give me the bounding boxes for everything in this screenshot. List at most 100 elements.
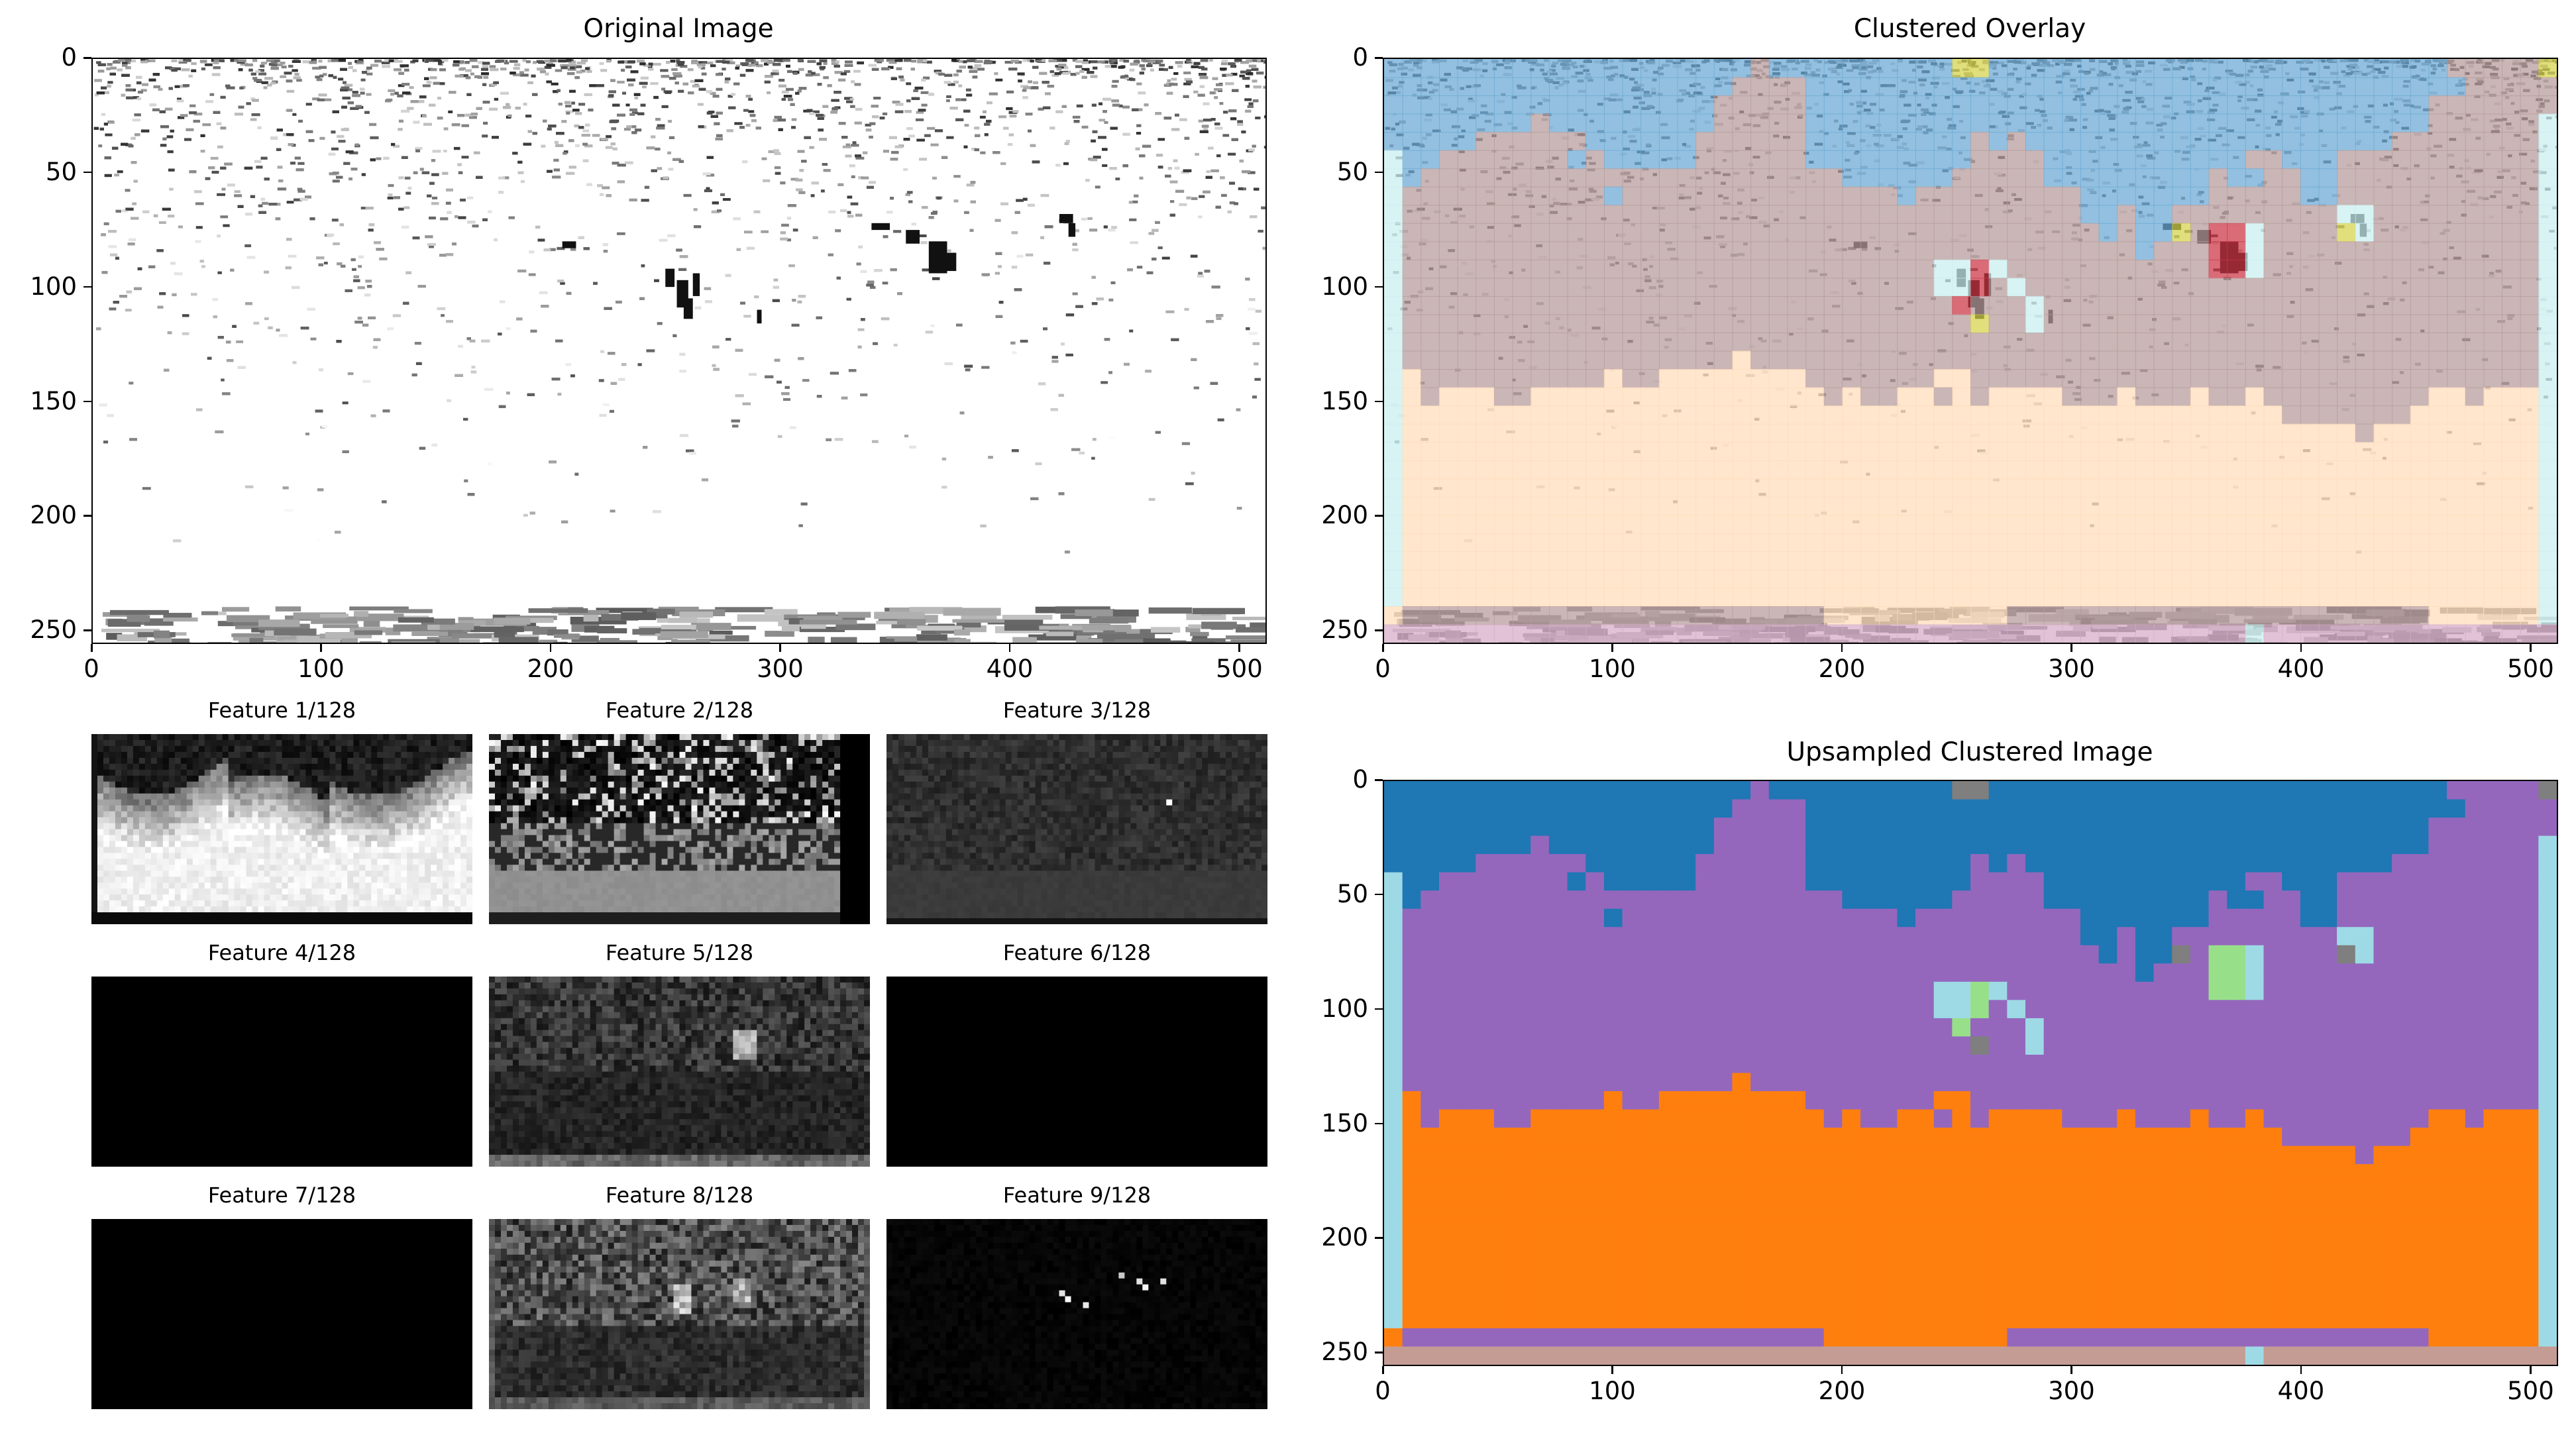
noise-speck bbox=[226, 359, 234, 362]
noise-speck bbox=[974, 148, 979, 152]
noise-speck bbox=[773, 286, 780, 289]
noise-speck bbox=[781, 97, 786, 101]
noise-speck bbox=[354, 321, 363, 324]
noise-speck bbox=[545, 72, 549, 76]
noise-speck bbox=[553, 168, 560, 172]
noise-speck bbox=[114, 174, 120, 177]
noise-speck bbox=[189, 104, 196, 107]
noise-speck bbox=[347, 101, 354, 105]
noise-speck bbox=[778, 128, 783, 131]
noise-speck bbox=[746, 246, 755, 250]
noise-speck bbox=[445, 201, 451, 205]
noise-speck bbox=[404, 68, 409, 72]
noise-speck bbox=[131, 217, 139, 220]
noise-speck bbox=[657, 322, 663, 325]
noise-speck bbox=[1004, 60, 1013, 64]
noise-speck bbox=[1159, 64, 1165, 67]
noise-speck bbox=[953, 175, 961, 178]
noise-speck bbox=[1198, 272, 1203, 275]
noise-speck bbox=[981, 366, 990, 369]
noise-speck bbox=[1198, 119, 1204, 123]
noise-speck bbox=[284, 72, 292, 75]
noise-speck bbox=[972, 76, 978, 79]
original-image-plot bbox=[91, 58, 1267, 644]
noise-speck bbox=[529, 511, 535, 515]
noise-speck bbox=[280, 75, 287, 78]
noise-speck bbox=[1022, 96, 1028, 99]
noise-speck bbox=[260, 62, 268, 65]
noise-speck bbox=[727, 61, 735, 64]
noise-speck bbox=[1102, 164, 1108, 168]
noise-speck bbox=[766, 60, 773, 63]
noise-speck bbox=[1231, 72, 1238, 76]
noise-speck bbox=[669, 77, 676, 80]
noise-speck bbox=[258, 72, 266, 76]
noise-speck bbox=[767, 91, 771, 95]
noise-speck bbox=[407, 186, 412, 190]
noise-speck bbox=[1072, 59, 1078, 62]
noise-speck bbox=[292, 60, 301, 63]
noise-speck bbox=[639, 81, 648, 85]
noise-speck bbox=[460, 74, 468, 78]
noise-speck bbox=[914, 86, 924, 90]
noise-speck bbox=[908, 134, 915, 138]
noise-speck bbox=[994, 272, 1000, 275]
noise-speck bbox=[1171, 338, 1179, 341]
noise-speck bbox=[97, 70, 105, 73]
noise-speck bbox=[333, 242, 340, 246]
noise-speck bbox=[1183, 71, 1191, 75]
noise-speck bbox=[831, 99, 839, 102]
noise-speck bbox=[913, 89, 918, 93]
noise-speck bbox=[274, 63, 283, 66]
noise-speck bbox=[212, 297, 218, 301]
noise-speck bbox=[1072, 115, 1081, 119]
noise-speck bbox=[264, 270, 270, 274]
noise-speck bbox=[717, 209, 722, 213]
noise-speck bbox=[612, 162, 619, 165]
noise-speck bbox=[125, 61, 131, 64]
noise-speck bbox=[1186, 59, 1191, 62]
noise-speck bbox=[417, 284, 426, 288]
noise-speck bbox=[202, 123, 211, 127]
noise-speck bbox=[136, 76, 142, 79]
noise-speck bbox=[1205, 176, 1212, 179]
noise-speck bbox=[739, 74, 746, 77]
noise-speck bbox=[744, 231, 753, 234]
noise-speck bbox=[688, 452, 696, 455]
noise-speck bbox=[173, 539, 182, 543]
noise-speck bbox=[1111, 99, 1119, 103]
noise-speck bbox=[522, 59, 527, 62]
noise-speck bbox=[789, 426, 796, 429]
noise-speck bbox=[851, 175, 855, 178]
noise-speck bbox=[1075, 60, 1083, 63]
noise-speck bbox=[1163, 83, 1171, 87]
noise-speck bbox=[904, 59, 912, 62]
noise-speck bbox=[168, 215, 175, 218]
noise-speck bbox=[350, 168, 358, 171]
noise-speck bbox=[1184, 307, 1189, 311]
noise-speck bbox=[906, 82, 912, 85]
noise-speck bbox=[1058, 394, 1064, 397]
noise-speck bbox=[1065, 140, 1070, 143]
noise-speck bbox=[578, 236, 585, 239]
noise-speck bbox=[226, 341, 231, 344]
noise-speck bbox=[924, 134, 931, 137]
noise-speck bbox=[894, 145, 903, 148]
noise-speck bbox=[166, 135, 174, 138]
noise-speck bbox=[858, 176, 863, 180]
noise-speck bbox=[290, 162, 296, 165]
noise-speck bbox=[634, 96, 639, 99]
noise-speck bbox=[205, 63, 213, 66]
noise-speck bbox=[1217, 418, 1224, 421]
noise-speck bbox=[337, 134, 345, 138]
noise-speck bbox=[217, 271, 222, 274]
noise-speck bbox=[576, 61, 586, 65]
noise-speck bbox=[336, 176, 343, 179]
noise-speck bbox=[551, 82, 559, 85]
noise-speck bbox=[426, 81, 432, 84]
noise-speck bbox=[600, 193, 604, 196]
noise-speck bbox=[660, 69, 669, 72]
noise-speck bbox=[856, 262, 861, 266]
noise-speck bbox=[109, 307, 117, 311]
noise-speck bbox=[1220, 68, 1227, 71]
